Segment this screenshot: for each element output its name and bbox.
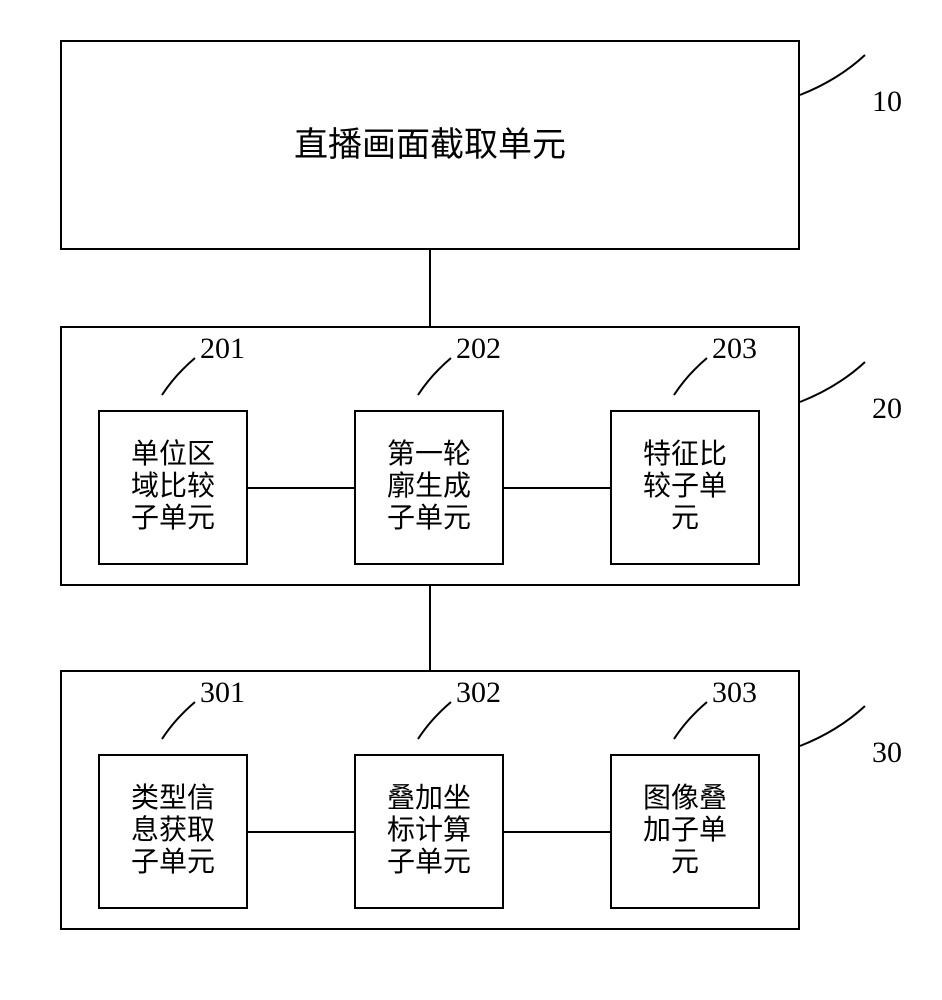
ref-301: 301 [200, 676, 245, 711]
diagram-canvas: 直播画面截取单元 10 20 单位区 域比较 子单元 201 第一轮 廓生成 子单元 202… [0, 0, 942, 1000]
ref-203: 203 [712, 332, 757, 367]
subblock-202-label: 第一轮 廓生成 子单元 [364, 439, 494, 536]
ref-10: 10 [872, 85, 902, 120]
block-10-label: 直播画面截取单元 [60, 126, 800, 165]
subblock-201-label: 单位区 域比较 子单元 [108, 439, 238, 536]
subblock-301-label: 类型信 息获取 子单元 [108, 783, 238, 880]
connector-301-302 [248, 831, 354, 833]
ref-201: 201 [200, 332, 245, 367]
connector-202-203 [504, 487, 610, 489]
connector-302-303 [504, 831, 610, 833]
subblock-203-label: 特征比 较子单 元 [620, 439, 750, 536]
ref-20: 20 [872, 392, 902, 427]
ref-302: 302 [456, 676, 501, 711]
ref-30: 30 [872, 736, 902, 771]
subblock-303-label: 图像叠 加子单 元 [620, 783, 750, 880]
connector-20-30 [429, 586, 431, 670]
ref-202: 202 [456, 332, 501, 367]
connector-201-202 [248, 487, 354, 489]
connector-10-20 [429, 250, 431, 326]
subblock-302-label: 叠加坐 标计算 子单元 [364, 783, 494, 880]
ref-303: 303 [712, 676, 757, 711]
